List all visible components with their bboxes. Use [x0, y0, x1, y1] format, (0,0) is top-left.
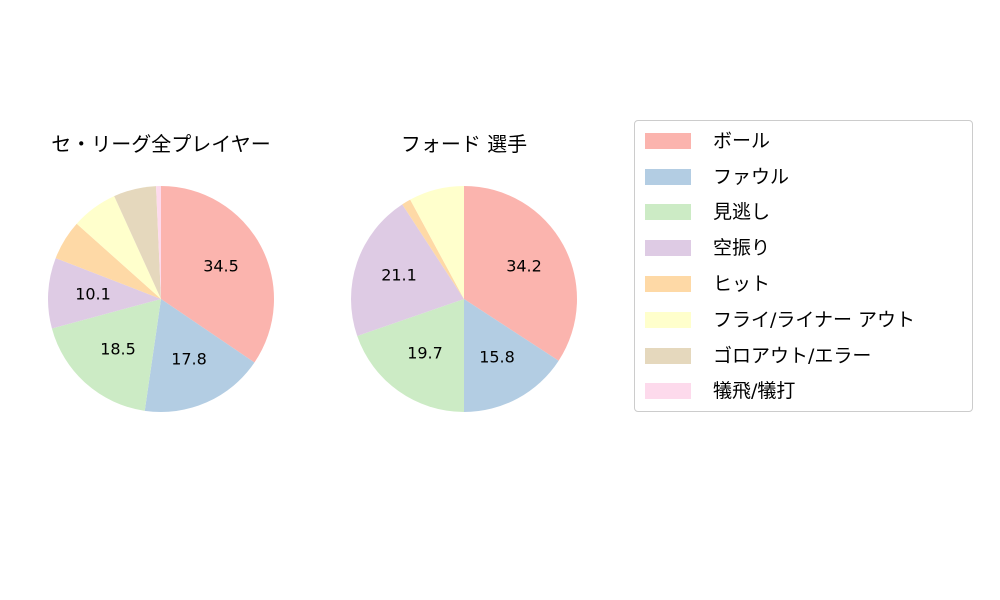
pie-left [47, 186, 274, 412]
pie-slice [402, 199, 464, 299]
pie-right [350, 186, 577, 412]
pie-slice [464, 299, 559, 412]
pie-slice [350, 204, 464, 336]
left-label-miss: 18.5 [100, 340, 136, 359]
legend-swatch [645, 383, 691, 399]
pie-slice [464, 186, 577, 361]
right-label-ball: 34.2 [506, 257, 542, 276]
legend-label: ゴロアウト/エラー [713, 345, 872, 367]
legend-swatch [645, 204, 691, 220]
pie-slice [161, 186, 274, 363]
pie-slice [51, 299, 161, 411]
pie-slice [76, 196, 161, 299]
legend-label: ヒット [713, 273, 771, 295]
right-label-swing: 21.1 [381, 266, 417, 285]
legend-label: ボール [713, 130, 771, 152]
legend-swatch [645, 312, 691, 328]
pie-slice [410, 186, 464, 299]
legend-label: 犠飛/犠打 [713, 380, 796, 402]
pie-slice [114, 186, 161, 299]
pie-slice [47, 258, 161, 329]
right-chart-title: フォード 選手 [400, 132, 528, 156]
legend-swatch [645, 240, 691, 256]
right-label-miss: 19.7 [407, 344, 443, 363]
right-label-foul: 15.8 [479, 348, 515, 367]
left-label-ball: 34.5 [203, 257, 239, 276]
left-label-foul: 17.8 [171, 350, 207, 369]
left-chart-title: セ・リーグ全プレイヤー [51, 132, 271, 156]
pie-slice [55, 223, 161, 299]
legend-label: 空振り [713, 237, 771, 259]
legend-swatch [645, 276, 691, 292]
legend-swatch [645, 169, 691, 185]
legend-swatch [645, 133, 691, 149]
legend: ボール ファウル 見逃し 空振り ヒット フライ/ライナー アウト ゴロアウト/… [634, 120, 973, 412]
pie-slice [357, 299, 464, 412]
legend-label: フライ/ライナー アウト [713, 309, 916, 331]
pie-slice [144, 299, 255, 412]
pie-slice [156, 186, 161, 299]
legend-label: 見逃し [713, 201, 771, 223]
left-label-swing: 10.1 [75, 285, 111, 304]
legend-label: ファウル [713, 166, 790, 188]
legend-swatch [645, 348, 691, 364]
